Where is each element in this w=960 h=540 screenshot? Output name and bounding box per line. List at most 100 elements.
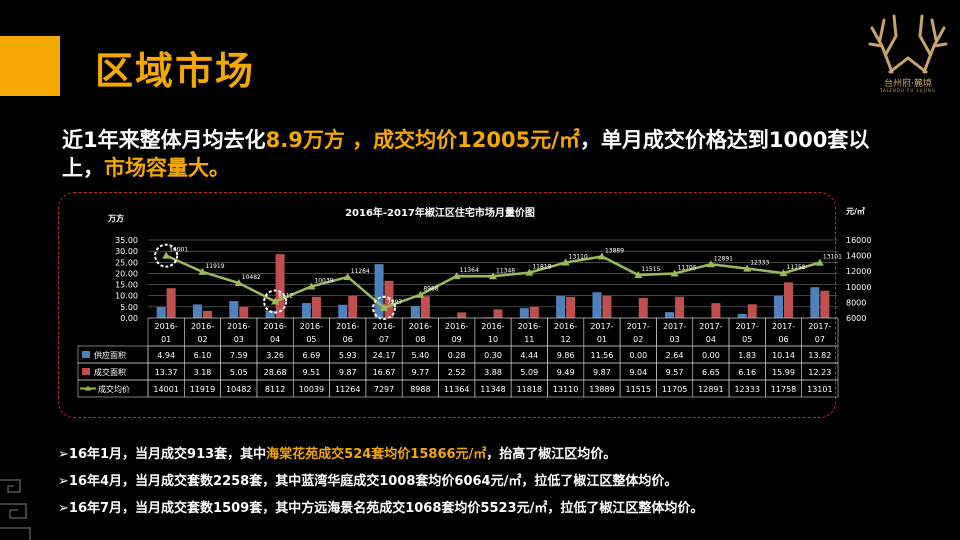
table-value: 4.44 <box>520 351 538 360</box>
bar-supply <box>156 306 166 318</box>
bar-deal <box>348 296 358 318</box>
bar-supply <box>774 295 784 318</box>
x-tick-label: 2016- <box>155 322 178 331</box>
table-value: 13.82 <box>808 351 831 360</box>
bar-deal <box>711 303 721 318</box>
price-data-label: 10482 <box>242 274 261 281</box>
x-tick-label: 04 <box>706 335 716 344</box>
x-tick-label: 06 <box>343 335 353 344</box>
x-tick-label: 04 <box>270 335 280 344</box>
price-point <box>779 269 788 277</box>
price-point <box>743 264 752 272</box>
note-text: ➢16年7月，当月成交套数1509套，其中方远海景名苑成交1068套均价 <box>58 501 481 516</box>
price-data-label: 14001 <box>169 247 188 254</box>
table-value: 12333 <box>734 385 759 394</box>
note-text: ➢16年1月，当月成交913套，其中 <box>58 447 267 462</box>
price-point <box>234 279 243 287</box>
price-data-label: 12891 <box>714 255 733 262</box>
table-value: 6.69 <box>303 351 321 360</box>
table-value: 12891 <box>698 385 723 394</box>
x-tick-label: 2016- <box>191 322 214 331</box>
table-value: 4.94 <box>157 351 175 360</box>
table-value: 11364 <box>444 385 469 394</box>
price-point <box>561 258 570 266</box>
x-tick-label: 03 <box>669 335 679 344</box>
table-value: 3.26 <box>266 351 284 360</box>
table-value: 8988 <box>410 385 430 394</box>
table-value: 16.67 <box>373 368 396 377</box>
table-value: 13110 <box>553 385 578 394</box>
price-data-label: 11818 <box>532 264 551 271</box>
table-value: 15.99 <box>772 368 795 377</box>
headline: 近1年来整体月均去化8.9万方 ，成交均价12005元/㎡，单月成交价格达到10… <box>62 126 892 182</box>
x-tick-label: 2016- <box>518 322 541 331</box>
headline-highlight-1: 8.9万方 ，成交均价12005元/㎡ <box>265 128 580 152</box>
table-value: 11758 <box>771 385 796 394</box>
bar-supply <box>229 301 239 318</box>
left-tick-label: 30.00 <box>115 247 138 256</box>
right-tick-label: 16000 <box>846 236 871 245</box>
x-tick-label: 09 <box>452 335 462 344</box>
x-tick-label: 01 <box>597 335 607 344</box>
chart-frame <box>58 192 836 418</box>
x-tick-label: 11 <box>524 335 534 344</box>
bar-supply <box>192 304 202 318</box>
bar-deal <box>239 306 249 318</box>
bar-deal <box>820 290 830 318</box>
x-tick-label: 07 <box>815 335 825 344</box>
note-text: ，抬高了椒江区均价。 <box>486 447 617 462</box>
price-point <box>271 297 280 305</box>
price-point <box>815 258 824 266</box>
note-text: ➢16年4月，当月成交套数2258套，其中蓝湾华庭成交1008套均价 <box>58 474 455 489</box>
price-point <box>343 272 352 280</box>
table-value: 9.49 <box>557 368 575 377</box>
table-value: 11.56 <box>590 351 613 360</box>
price-data-label: 11364 <box>460 267 479 274</box>
table-value: 5.09 <box>520 368 538 377</box>
right-tick-label: 14000 <box>846 252 871 261</box>
x-tick-label: 06 <box>778 335 788 344</box>
bar-deal <box>275 254 285 318</box>
table-value: 11515 <box>626 385 651 394</box>
x-tick-label: 2017- <box>736 322 759 331</box>
table-value: 12.23 <box>808 368 831 377</box>
x-tick-label: 08 <box>415 335 425 344</box>
right-tick-label: 10000 <box>846 283 871 292</box>
table-value: 1.83 <box>738 351 756 360</box>
legend-marker <box>85 385 91 391</box>
table-value: 2.52 <box>448 368 466 377</box>
x-tick-label: 2017- <box>772 322 795 331</box>
left-axis-unit: 万方 <box>107 213 124 223</box>
price-data-label: 11348 <box>496 267 515 274</box>
x-tick-label: 2016- <box>300 322 323 331</box>
bar-deal <box>311 296 321 318</box>
table-value: 9.87 <box>593 368 611 377</box>
note-item: ➢16年7月，当月成交套数1509套，其中方远海景名苑成交1068套均价5523… <box>58 495 703 522</box>
price-point <box>162 251 171 259</box>
chart-title: 2016年-2017年椒江区住宅市场月量价图 <box>345 206 535 219</box>
left-tick-label: 25.00 <box>115 258 138 267</box>
table-value: 9.87 <box>339 368 357 377</box>
table-value: 7.59 <box>230 351 248 360</box>
x-tick-label: 05 <box>742 335 752 344</box>
notes-list: ➢16年1月，当月成交913套，其中海棠花苑成交524套均价15866元/㎡，抬… <box>58 441 703 522</box>
price-data-label: 11705 <box>678 265 697 272</box>
x-tick-label: 02 <box>197 335 207 344</box>
price-data-label: 13110 <box>569 254 588 261</box>
table-value: 0.30 <box>484 351 502 360</box>
price-data-label: 8988 <box>423 286 438 293</box>
table-value: 5.93 <box>339 351 357 360</box>
legend-label: 成交均价 <box>98 384 130 394</box>
price-point <box>489 272 497 280</box>
note-item: ➢16年1月，当月成交913套，其中海棠花苑成交524套均价15866元/㎡，抬… <box>58 441 703 468</box>
table-value: 9.77 <box>411 368 429 377</box>
bar-deal <box>675 296 685 318</box>
table-value: 9.04 <box>629 368 647 377</box>
x-tick-label: 03 <box>234 335 244 344</box>
note-item: ➢16年4月，当月成交套数2258套，其中蓝湾华庭成交1008套均价6064元/… <box>58 468 703 495</box>
price-point <box>452 272 461 280</box>
table-value: 0.00 <box>702 351 720 360</box>
table-value: 9.51 <box>303 368 321 377</box>
bar-supply <box>592 292 602 318</box>
